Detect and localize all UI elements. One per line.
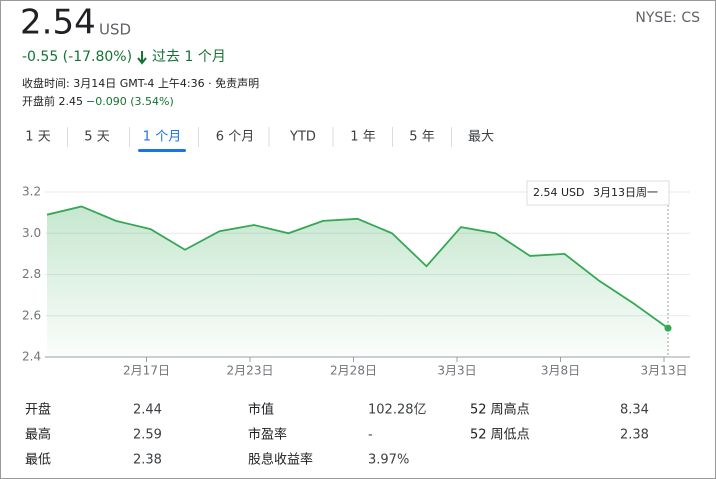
note: 收盘时间: 3月14日 GMT-4 上午4:36 · 免责声明 bbox=[22, 76, 259, 90]
stat-value: 2.59 bbox=[133, 428, 162, 443]
stat-value: - bbox=[368, 428, 373, 443]
tab[interactable]: 1 个月 bbox=[143, 130, 181, 145]
stat-value: 102.28亿 bbox=[368, 403, 427, 418]
tooltip-box bbox=[526, 180, 670, 206]
x-tick-label: 3月13日 bbox=[641, 364, 688, 378]
tab[interactable]: YTD bbox=[289, 130, 316, 145]
y-tick-label: 2.8 bbox=[22, 267, 41, 281]
x-tick-label: 2月23日 bbox=[227, 364, 274, 378]
period: 过去 1 个月 bbox=[152, 49, 226, 65]
stat-value: 8.34 bbox=[620, 403, 649, 418]
stat-label: 52 周高点 bbox=[470, 402, 530, 418]
premarket: 开盘前 2.45 bbox=[22, 94, 83, 108]
price-line bbox=[46, 205, 669, 329]
stat-value: 2.44 bbox=[133, 403, 162, 418]
tab[interactable]: 1 天 bbox=[25, 130, 50, 145]
stat-label: 最高 bbox=[25, 427, 51, 443]
tooltip-value: 2.54 USD bbox=[533, 186, 585, 199]
end-dot bbox=[664, 324, 672, 332]
currency: USD bbox=[99, 21, 131, 39]
tab[interactable]: 5 天 bbox=[84, 130, 109, 145]
down-arrow bbox=[137, 51, 147, 65]
stat-label: 52 周低点 bbox=[470, 428, 530, 443]
tab[interactable]: 5 年 bbox=[409, 130, 434, 145]
y-tick-label: 3.2 bbox=[22, 185, 41, 199]
tab[interactable]: 1 年 bbox=[350, 130, 375, 145]
area bbox=[47, 206, 668, 357]
stat-value: 2.38 bbox=[620, 428, 649, 443]
stat-label: 股息收益率 bbox=[248, 452, 313, 468]
stat-label: 最低 bbox=[25, 453, 51, 468]
change: -0.55 (-17.80%) bbox=[22, 49, 132, 65]
y-tick-label: 3.0 bbox=[22, 226, 41, 240]
stat-label: 市盈率 bbox=[248, 427, 287, 443]
x-tick-label: 2月28日 bbox=[330, 364, 377, 378]
y-tick-label: 2.4 bbox=[22, 350, 41, 364]
tab[interactable]: 6 个月 bbox=[216, 130, 254, 145]
stat-label: 市值 bbox=[248, 402, 274, 418]
x-tick-label: 3月8日 bbox=[541, 364, 580, 378]
y-tick-label: 2.6 bbox=[22, 308, 41, 322]
stat-label: 开盘 bbox=[25, 402, 51, 418]
premarket-change: −0.090 (3.54%) bbox=[86, 95, 174, 108]
tooltip-date: 3月13日周一 bbox=[593, 186, 658, 199]
tab[interactable]: 最大 bbox=[468, 130, 494, 145]
price: 2.54 bbox=[20, 3, 96, 43]
stat-value: 2.38 bbox=[133, 453, 162, 468]
x-tick-label: 3月3日 bbox=[437, 364, 476, 378]
stat-value: 3.97% bbox=[368, 453, 409, 468]
x-tick-label: 2月17日 bbox=[123, 364, 170, 378]
tab-underline bbox=[138, 149, 186, 152]
exchange: NYSE: CS bbox=[635, 10, 700, 26]
